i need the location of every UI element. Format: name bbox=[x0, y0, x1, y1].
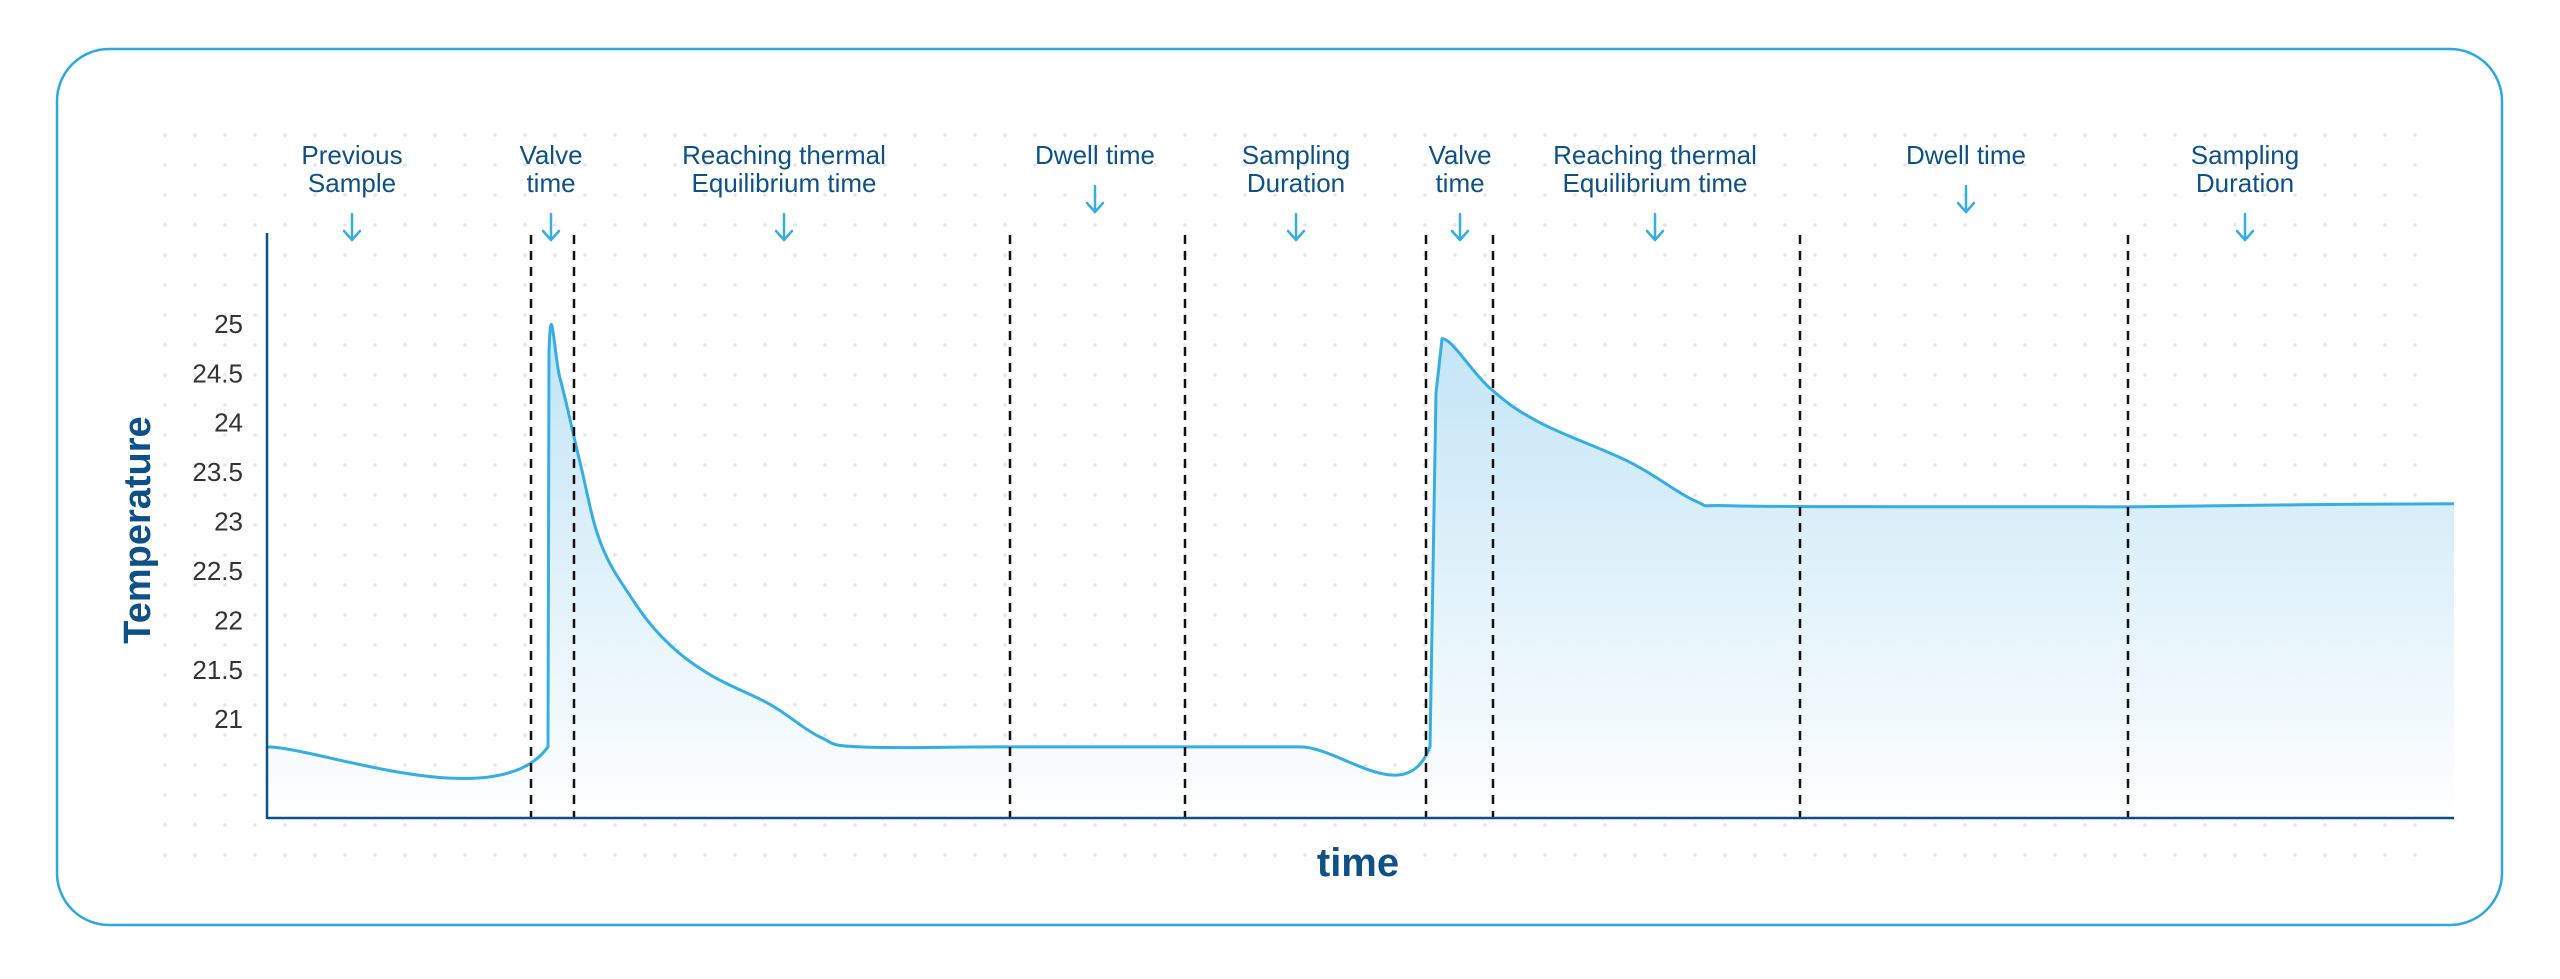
y-tick-label: 24 bbox=[214, 408, 243, 438]
phase-label-line: Equilibrium time bbox=[692, 168, 877, 198]
temperature-area-fill bbox=[267, 324, 2454, 818]
phase-label-3: Reaching thermal Equilibrium time bbox=[682, 140, 886, 242]
arrow-down-icon bbox=[1956, 184, 1976, 214]
phase-dividers bbox=[529, 235, 2130, 818]
phase-label-6: Valve time bbox=[1428, 140, 1492, 242]
phase-label-text: Reaching thermal Equilibrium time bbox=[682, 140, 886, 198]
arrow-down-icon bbox=[541, 212, 561, 242]
y-axis-label: Temperature bbox=[117, 416, 159, 643]
area-layer bbox=[266, 322, 2455, 818]
y-tick-label: 24.5 bbox=[192, 358, 243, 388]
chart-frame bbox=[55, 47, 2504, 927]
y-tick-label: 23 bbox=[214, 507, 243, 537]
phase-label-line: time bbox=[526, 168, 575, 198]
arrow-down-icon bbox=[1645, 212, 1665, 242]
phase-label-line: Duration bbox=[2196, 168, 2294, 198]
phase-label-line: Sampling bbox=[2191, 140, 2299, 170]
phase-label-9: Sampling Duration bbox=[2191, 140, 2299, 242]
arrow-down-icon bbox=[1085, 184, 1105, 214]
axes bbox=[265, 233, 2454, 820]
phase-label-text: Reaching thermal Equilibrium time bbox=[1553, 140, 1757, 198]
phase-label-text: Dwell time bbox=[1906, 140, 2026, 170]
y-tick-label: 21.5 bbox=[192, 655, 243, 685]
phase-label-8: Dwell time bbox=[1906, 140, 2026, 214]
phase-label-5: Sampling Duration bbox=[1242, 140, 1350, 242]
y-tick-label: 22 bbox=[214, 605, 243, 635]
phase-label-line: Sample bbox=[308, 168, 396, 198]
y-tick-label: 21 bbox=[214, 704, 243, 734]
phase-label-text: Previous Sample bbox=[301, 140, 402, 198]
phase-label-line: Sampling bbox=[1242, 140, 1350, 170]
phase-label-7: Reaching thermal Equilibrium time bbox=[1553, 140, 1757, 242]
y-tick-label: 23.5 bbox=[192, 457, 243, 487]
phase-label-line: Previous bbox=[301, 140, 402, 170]
phase-label-line: Dwell time bbox=[1906, 140, 2026, 170]
arrow-down-icon bbox=[2235, 212, 2255, 242]
y-tick-label: 22.5 bbox=[192, 556, 243, 586]
temperature-line bbox=[266, 322, 2455, 780]
phase-label-line: Dwell time bbox=[1035, 140, 1155, 170]
phase-label-line: Duration bbox=[1247, 168, 1345, 198]
y-tick-label: 25 bbox=[214, 309, 243, 339]
phase-label-line: Reaching thermal bbox=[1553, 140, 1757, 170]
phase-label-text: Dwell time bbox=[1035, 140, 1155, 170]
phase-label-line: Reaching thermal bbox=[682, 140, 886, 170]
phase-label-line: time bbox=[1435, 168, 1484, 198]
phase-label-line: Valve bbox=[1428, 140, 1491, 170]
phase-label-line: Valve bbox=[519, 140, 582, 170]
phase-label-text: Sampling Duration bbox=[2191, 140, 2299, 198]
phase-label-2: Valve time bbox=[519, 140, 583, 242]
y-axis-ticks: 21 21.5 22 22.5 23 23.5 24 24.5 25 bbox=[192, 309, 243, 734]
phase-label-text: Valve time bbox=[519, 140, 582, 198]
phase-label-1: Previous Sample bbox=[301, 140, 403, 242]
arrow-down-icon bbox=[342, 212, 362, 242]
phase-label-text: Sampling Duration bbox=[1242, 140, 1350, 198]
phase-label-text: Valve time bbox=[1428, 140, 1491, 198]
arrow-down-icon bbox=[1286, 212, 1306, 242]
x-axis-label: time bbox=[1317, 841, 1399, 885]
phase-label-line: Equilibrium time bbox=[1563, 168, 1748, 198]
arrow-down-icon bbox=[1450, 212, 1470, 242]
phase-label-4: Dwell time bbox=[1035, 140, 1155, 214]
arrow-down-icon bbox=[774, 212, 794, 242]
